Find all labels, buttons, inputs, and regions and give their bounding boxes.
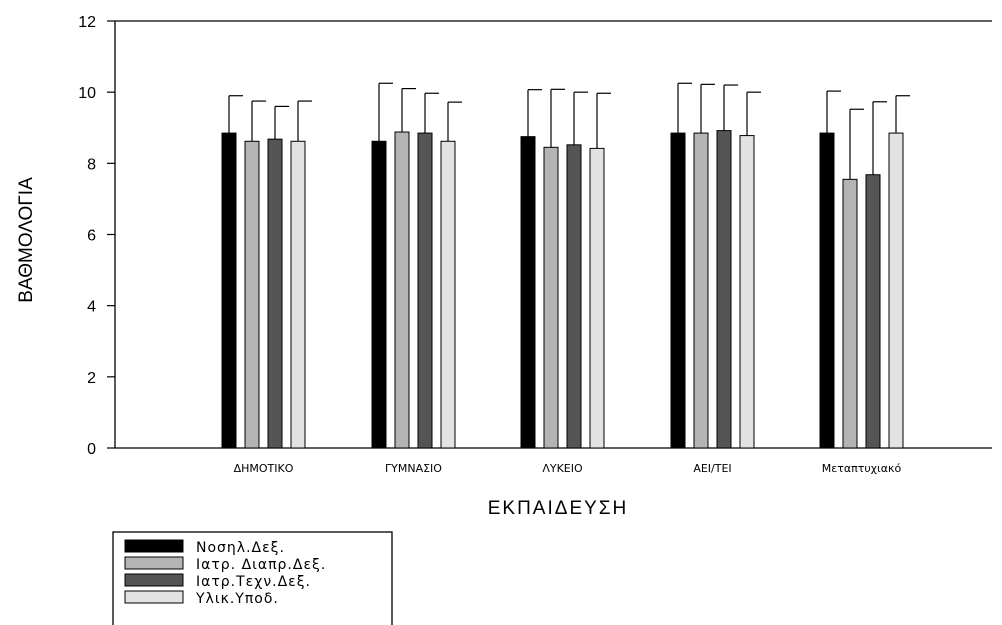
bar: [290, 140, 306, 449]
legend-label: Νοσηλ.Δεξ.: [196, 540, 285, 556]
bar: [543, 146, 559, 449]
y-tick-label: 0: [87, 441, 96, 458]
bar: [417, 132, 433, 449]
y-axis-title: ΒΑΘΜΟΛΟΓΙΑ: [16, 177, 37, 303]
x-tick-label: ΛΥΚΕΙΟ: [542, 462, 583, 475]
x-tick-label: ΓΥΜΝΑΣΙΟ: [385, 462, 442, 475]
legend-label: Ιατρ. Διαπρ.Δεξ.: [196, 557, 326, 573]
bar: [842, 178, 858, 449]
bar: [693, 132, 709, 449]
legend-label: Υλικ.Υποδ.: [195, 591, 279, 607]
bar: [670, 132, 686, 449]
x-tick-label: ΔΗΜΟΤΙΚΟ: [234, 462, 294, 475]
y-tick-label: 2: [87, 370, 96, 387]
bar: [739, 135, 755, 449]
bar: [819, 132, 835, 449]
x-tick-label: ΑΕΙ/ΤΕΙ: [693, 462, 731, 475]
x-axis: ΔΗΜΟΤΙΚΟ ΓΥΜΝΑΣΙΟ ΛΥΚΕΙΟ ΑΕΙ/ΤΕΙ Μεταπτυχιακ…: [234, 462, 902, 475]
bar: [865, 174, 881, 449]
bar: [371, 140, 387, 449]
bar: [267, 138, 283, 449]
error-bars: [228, 82, 910, 180]
y-tick-label: 8: [87, 156, 96, 173]
y-tick-label: 12: [78, 14, 96, 31]
legend-swatch: [124, 539, 184, 553]
y-axis: 0 2 4 6 8 10 12: [78, 14, 115, 458]
bar: [589, 147, 605, 449]
y-tick-label: 10: [78, 85, 96, 102]
bar: [520, 136, 536, 449]
legend-label: Ιατρ.Τεχν.Δεξ.: [196, 574, 311, 590]
bar: [716, 130, 732, 449]
bar: [244, 140, 260, 449]
legend-swatch: [124, 556, 184, 570]
legend-swatch: [124, 590, 184, 604]
x-tick-label: Μεταπτυχιακό: [822, 462, 902, 475]
bar-series: [221, 130, 904, 449]
bar: [566, 144, 582, 449]
legend-swatch: [124, 573, 184, 587]
bar: [888, 132, 904, 449]
y-tick-label: 6: [87, 228, 96, 245]
y-tick-label: 4: [87, 299, 96, 316]
bar: [440, 140, 456, 449]
x-axis-title: ΕΚΠΑΙΔΕΥΣΗ: [488, 498, 629, 519]
bar: [394, 131, 410, 449]
bar: [221, 132, 237, 449]
legend: Νοσηλ.Δεξ.Ιατρ. Διαπρ.Δεξ.Ιατρ.Τεχν.Δεξ.…: [112, 531, 393, 625]
